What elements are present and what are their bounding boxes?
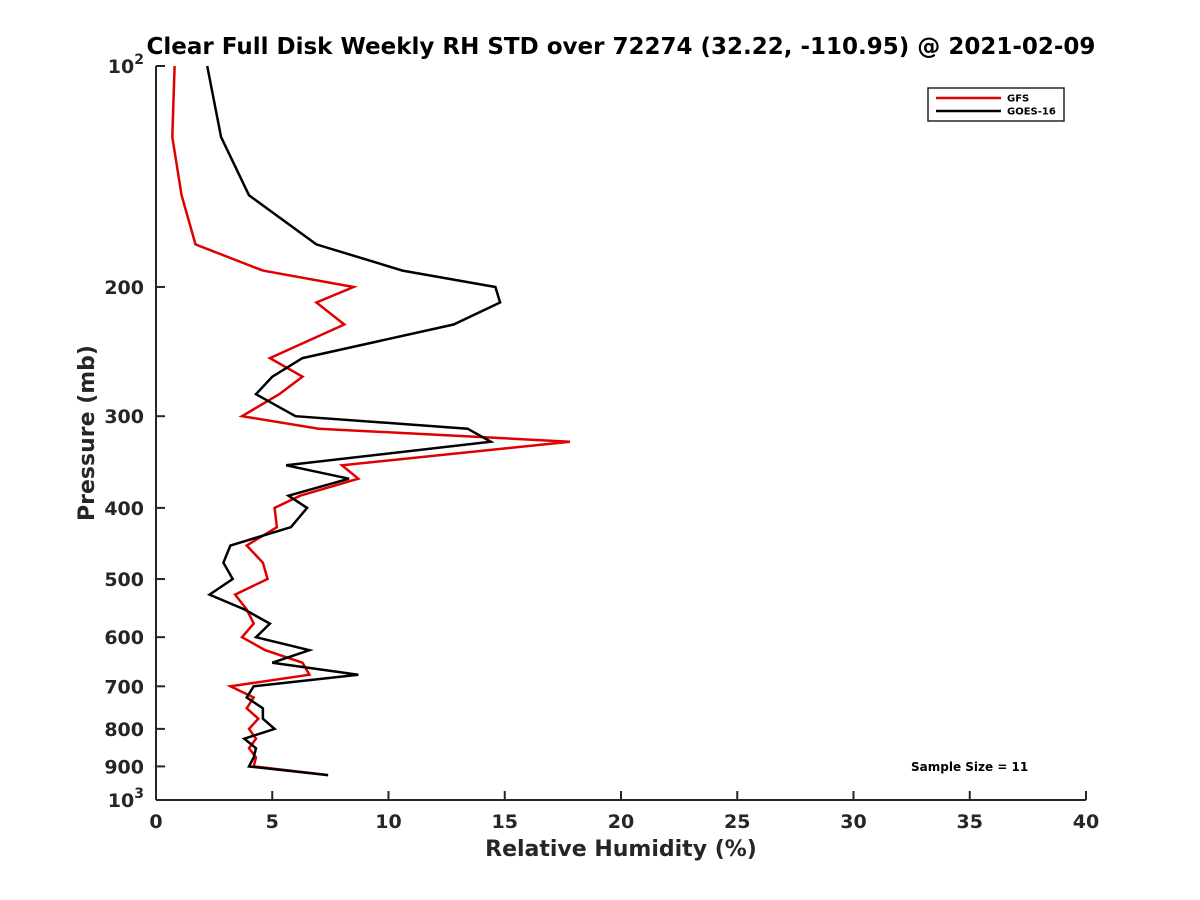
x-tick-label: 0 <box>149 811 162 833</box>
plot-area <box>155 66 1086 801</box>
legend-label-goes16: GOES-16 <box>1007 107 1056 118</box>
x-tick-label: 20 <box>608 811 634 833</box>
y-tick-label: 500 <box>104 569 144 591</box>
series-layer <box>171 65 571 777</box>
legend: GFS GOES-16 <box>927 87 1065 122</box>
legend-label-gfs: GFS <box>1007 94 1029 105</box>
y-tick-base: 10 <box>108 56 134 78</box>
y-tick-label-power: 103 <box>108 786 144 812</box>
y-axis-label: Pressure (mb) <box>75 345 100 521</box>
series-line-gfs <box>171 65 571 777</box>
x-tick-label: 10 <box>375 811 401 833</box>
series-line-goes-16 <box>205 65 502 777</box>
y-tick-label: 400 <box>104 498 144 520</box>
x-axis-label: Relative Humidity (%) <box>485 837 757 862</box>
y-tick-label: 900 <box>104 756 144 778</box>
x-tick-label: 35 <box>957 811 983 833</box>
y-tick-label: 800 <box>104 719 144 741</box>
y-tick-label: 700 <box>104 676 144 698</box>
legend-box <box>927 87 1065 122</box>
y-tick-label: 600 <box>104 627 144 649</box>
x-tick-label: 40 <box>1073 811 1099 833</box>
x-tick-label: 15 <box>492 811 518 833</box>
x-tick-label: 5 <box>266 811 279 833</box>
sample-size-annotation: Sample Size = 11 <box>911 760 1028 774</box>
y-tick-exponent: 2 <box>134 52 144 68</box>
x-tick-label: 30 <box>840 811 866 833</box>
y-tick-base: 10 <box>108 790 134 812</box>
y-tick-exponent: 3 <box>134 786 144 802</box>
x-axis-ticks: 0 5 10 15 20 25 30 35 40 <box>149 791 1099 833</box>
y-tick-label: 200 <box>104 277 144 299</box>
chart-title: Clear Full Disk Weekly RH STD over 72274… <box>147 34 1096 60</box>
y-tick-label: 300 <box>104 406 144 428</box>
x-tick-label: 25 <box>724 811 750 833</box>
y-tick-label-power: 102 <box>108 52 144 78</box>
